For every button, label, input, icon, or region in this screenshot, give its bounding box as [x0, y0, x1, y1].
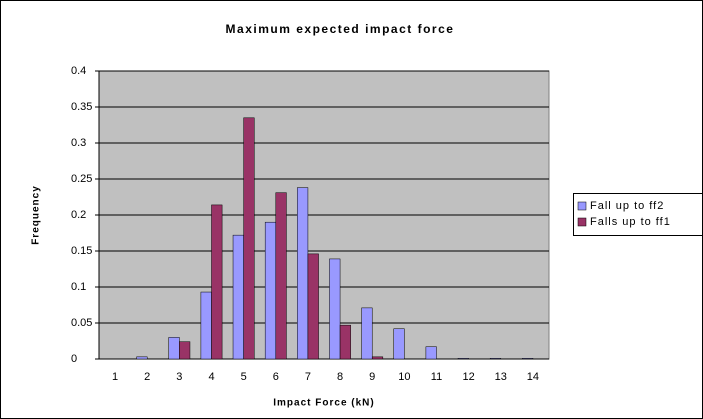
y-tick-label: 0.2	[71, 209, 86, 221]
legend-box	[573, 193, 703, 236]
legend-text: Falls up to ff1	[590, 216, 671, 228]
y-tick-label: 0.05	[71, 317, 92, 329]
y-tick-label: 0.1	[71, 281, 86, 293]
x-tick-label: 6	[273, 371, 279, 383]
y-tick-label: 0	[71, 353, 77, 365]
bar	[136, 356, 148, 360]
x-tick-label: 9	[369, 371, 375, 383]
x-tick-label: 4	[208, 371, 214, 383]
bar	[393, 328, 405, 360]
chart-title: Maximum expected impact force	[226, 22, 455, 36]
bar	[275, 192, 287, 360]
bar	[297, 187, 309, 360]
y-tick-label: 0.35	[71, 101, 92, 113]
x-axis-title: Impact Force (kN)	[273, 398, 374, 409]
bar	[361, 307, 373, 360]
legend-swatch	[577, 217, 587, 227]
bar	[489, 358, 502, 360]
x-tick-label: 8	[337, 371, 343, 383]
x-tick-label: 5	[241, 371, 247, 383]
x-tick-label: 11	[431, 371, 442, 383]
y-axis-title: Frequency	[31, 185, 42, 245]
x-tick-label: 13	[495, 371, 507, 383]
bar	[243, 117, 255, 360]
bar	[200, 291, 212, 360]
x-tick-label: 14	[527, 371, 539, 383]
x-tick-label: 7	[305, 371, 311, 383]
bar	[522, 358, 534, 360]
y-tick-label: 0.3	[71, 137, 86, 149]
bar	[339, 324, 351, 360]
bar	[329, 258, 341, 360]
y-tick-label: 0.15	[71, 245, 92, 257]
bar	[307, 253, 319, 360]
bar	[232, 234, 244, 360]
y-tick-label: 0.4	[71, 65, 86, 77]
bar	[371, 356, 384, 360]
bar	[168, 337, 180, 360]
bar	[211, 204, 223, 360]
x-tick-label: 3	[176, 371, 182, 383]
x-tick-label: 1	[112, 371, 118, 383]
legend-text: Fall up to ff2	[590, 200, 664, 212]
bar	[425, 346, 437, 360]
y-tick-label: 0.25	[71, 173, 92, 185]
x-tick-label: 2	[144, 371, 150, 383]
legend-swatch	[577, 201, 587, 211]
x-tick-label: 10	[398, 371, 410, 383]
bar	[264, 221, 277, 360]
bar	[179, 341, 191, 360]
bar	[457, 358, 469, 360]
x-tick-label: 12	[463, 371, 475, 383]
